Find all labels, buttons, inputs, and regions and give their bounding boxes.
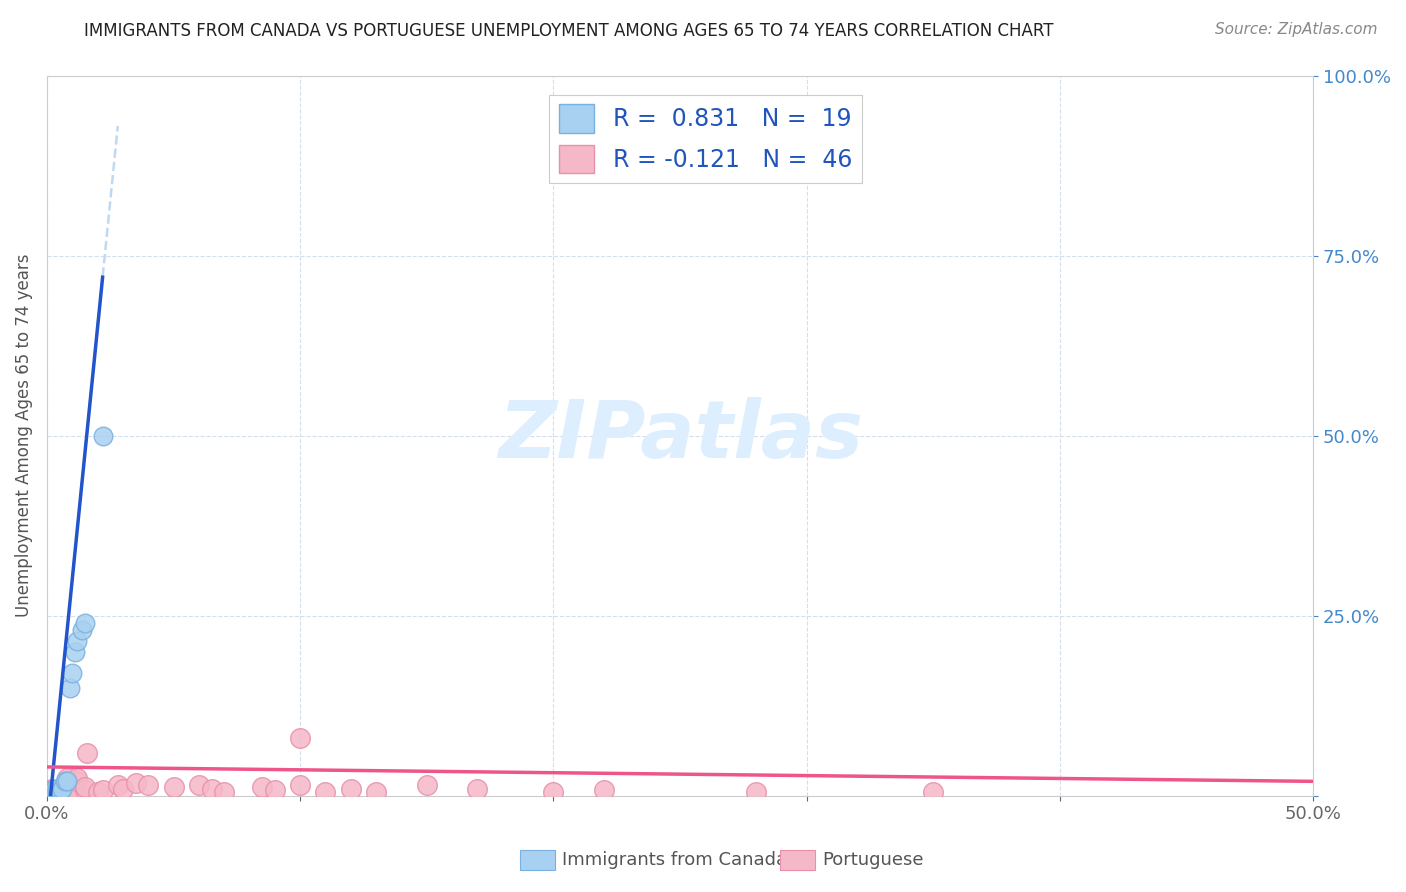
- Point: [44, 783, 66, 797]
- Point: [73, 783, 96, 797]
- Point: [53, 781, 76, 796]
- Text: ZIPatlas: ZIPatlas: [498, 397, 863, 475]
- Point: [212, 785, 235, 799]
- Point: [366, 785, 388, 799]
- Point: [60, 666, 83, 681]
- Point: [48, 785, 70, 799]
- Point: [56, 774, 79, 789]
- Point: [41, 785, 63, 799]
- Point: [51, 783, 73, 797]
- Point: [124, 776, 146, 790]
- Legend: R =  0.831   N =  19, R = -0.121   N =  46: R = 0.831 N = 19, R = -0.121 N = 46: [550, 95, 862, 183]
- Point: [543, 785, 565, 799]
- Point: [467, 781, 489, 796]
- Point: [187, 778, 209, 792]
- Point: [46, 785, 69, 799]
- Point: [86, 785, 108, 799]
- Point: [44, 785, 66, 799]
- Point: [38, 785, 60, 799]
- Point: [91, 783, 114, 797]
- Point: [41, 783, 63, 797]
- Point: [53, 774, 76, 789]
- Point: [136, 778, 159, 792]
- Text: Source: ZipAtlas.com: Source: ZipAtlas.com: [1215, 22, 1378, 37]
- Point: [111, 781, 134, 796]
- Point: [38, 785, 60, 799]
- Point: [53, 778, 76, 792]
- Point: [60, 783, 83, 797]
- Point: [46, 783, 69, 797]
- Point: [48, 783, 70, 797]
- Point: [41, 785, 63, 799]
- Point: [66, 634, 89, 648]
- Point: [56, 771, 79, 785]
- Point: [288, 731, 311, 746]
- Point: [200, 781, 222, 796]
- Text: IMMIGRANTS FROM CANADA VS PORTUGUESE UNEMPLOYMENT AMONG AGES 65 TO 74 YEARS CORR: IMMIGRANTS FROM CANADA VS PORTUGUESE UNE…: [84, 22, 1054, 40]
- Point: [56, 774, 79, 789]
- Point: [48, 781, 70, 796]
- Point: [288, 778, 311, 792]
- Point: [107, 778, 129, 792]
- Point: [593, 783, 616, 797]
- Point: [48, 785, 70, 799]
- Point: [66, 774, 89, 789]
- Point: [162, 780, 184, 794]
- Point: [91, 428, 114, 442]
- Point: [250, 780, 273, 794]
- Point: [63, 781, 86, 796]
- Point: [72, 623, 94, 637]
- Point: [416, 778, 439, 792]
- Y-axis label: Unemployment Among Ages 65 to 74 years: Unemployment Among Ages 65 to 74 years: [15, 254, 32, 617]
- Point: [44, 785, 66, 799]
- Point: [63, 645, 86, 659]
- Point: [263, 783, 285, 797]
- Point: [73, 615, 96, 630]
- Point: [46, 785, 69, 799]
- Point: [41, 781, 63, 796]
- Point: [76, 746, 98, 760]
- Point: [922, 785, 945, 799]
- Point: [38, 783, 60, 797]
- Point: [51, 781, 73, 796]
- Point: [44, 783, 66, 797]
- Text: Immigrants from Canada: Immigrants from Canada: [562, 851, 787, 869]
- Point: [51, 785, 73, 799]
- Text: Portuguese: Portuguese: [823, 851, 924, 869]
- Point: [315, 785, 337, 799]
- Point: [745, 785, 768, 799]
- Point: [340, 781, 363, 796]
- Point: [59, 681, 82, 695]
- Point: [46, 781, 69, 796]
- Point: [73, 780, 96, 794]
- Point: [66, 771, 89, 785]
